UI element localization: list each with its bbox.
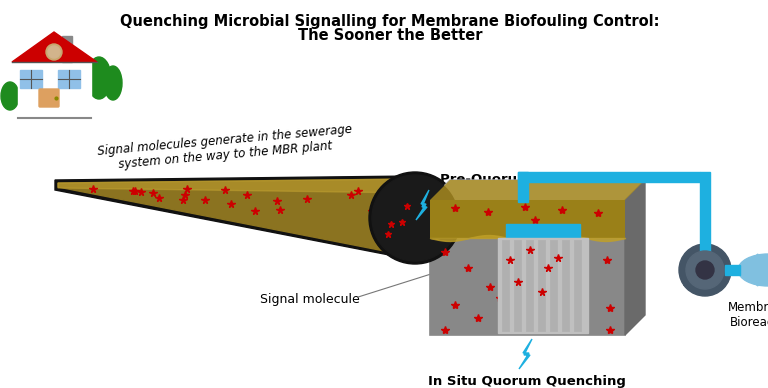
Bar (518, 172, 528, 202)
Polygon shape (739, 254, 758, 286)
Circle shape (679, 244, 731, 296)
Bar (514, 240, 521, 331)
Bar (685, 260, 699, 264)
FancyBboxPatch shape (39, 89, 59, 107)
Circle shape (686, 251, 724, 289)
Polygon shape (417, 200, 490, 276)
Polygon shape (58, 179, 415, 257)
Bar (502, 240, 509, 331)
Bar (518, 172, 700, 182)
Bar (18, 60, 91, 118)
Bar (685, 268, 699, 272)
Bar (700, 172, 710, 275)
Text: Signal molecule: Signal molecule (260, 293, 360, 307)
Polygon shape (625, 180, 645, 335)
Bar (20, 70, 42, 88)
Bar (683, 255, 703, 285)
Text: In Situ Quorum Quenching: In Situ Quorum Quenching (428, 374, 626, 388)
Bar (62, 36, 72, 62)
Circle shape (48, 46, 60, 58)
Bar (550, 240, 557, 331)
Text: Pre-Quorum Quenching: Pre-Quorum Quenching (440, 173, 615, 187)
Ellipse shape (738, 254, 768, 286)
Circle shape (372, 175, 458, 261)
Ellipse shape (104, 66, 122, 100)
Text: Membrane
Bioreactor: Membrane Bioreactor (728, 301, 768, 329)
Polygon shape (519, 339, 532, 369)
Bar (685, 276, 699, 280)
Text: Signal molecules generate in the sewerage
system on the way to the MBR plant: Signal molecules generate in the sewerag… (97, 123, 353, 173)
Bar (430, 200, 625, 238)
Polygon shape (416, 190, 429, 220)
Bar (498, 238, 588, 333)
Polygon shape (430, 180, 645, 200)
Polygon shape (12, 32, 97, 62)
Ellipse shape (1, 82, 19, 110)
Polygon shape (55, 176, 415, 260)
Text: Quenching Microbial Signalling for Membrane Biofouling Control:: Quenching Microbial Signalling for Membr… (121, 14, 660, 29)
Bar (725, 265, 740, 275)
Bar (430, 200, 625, 335)
Polygon shape (430, 180, 645, 200)
Bar (526, 240, 533, 331)
Bar (562, 240, 569, 331)
Bar (58, 70, 80, 88)
Text: The Sooner the Better: The Sooner the Better (298, 28, 482, 43)
Bar (538, 240, 545, 331)
Bar (506, 224, 580, 240)
Circle shape (46, 44, 62, 60)
Ellipse shape (87, 57, 111, 99)
Bar (574, 240, 581, 331)
Circle shape (369, 172, 461, 264)
Circle shape (696, 261, 714, 279)
Polygon shape (58, 179, 415, 193)
